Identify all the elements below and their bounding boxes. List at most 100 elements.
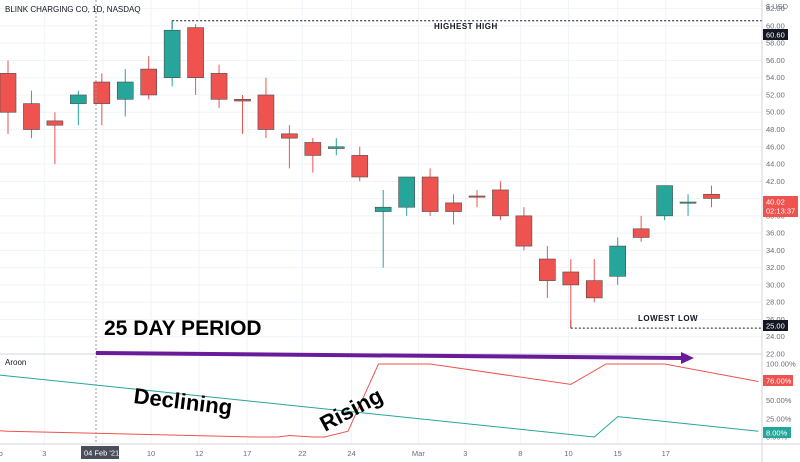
indicator-title: Aroon [5, 358, 26, 367]
price-tick-label: 46.00 [766, 142, 785, 151]
price-tick-label: 52.00 [766, 90, 785, 99]
candle-body [539, 258, 556, 281]
candle-body [163, 29, 181, 79]
candle [210, 64, 228, 108]
candle [585, 259, 603, 303]
candle-body [70, 94, 87, 104]
highest-high-label: HIGHEST HIGH [434, 22, 498, 31]
candle-body [187, 27, 204, 79]
candle [257, 77, 275, 139]
price-tick-label: 56.00 [766, 56, 785, 65]
crosshair-date: 04 Feb '21 [84, 449, 119, 458]
candle-body [46, 120, 64, 126]
aroon-up-value-box [763, 375, 793, 386]
candle [562, 259, 580, 329]
price-tick-label: 34.00 [766, 246, 785, 255]
candle-body [304, 142, 322, 156]
price-tick-label: 54.00 [766, 73, 785, 82]
candle-body [23, 103, 40, 130]
candle-body [281, 133, 298, 139]
candle-body [398, 176, 415, 208]
price-tick-label: 24.00 [766, 332, 785, 341]
candle-body [515, 215, 533, 247]
price-tick-label: 26.00 [766, 315, 785, 324]
candle-body [492, 189, 509, 217]
candle [187, 24, 204, 95]
time-tick-label: 10 [147, 449, 155, 458]
candle [304, 138, 322, 173]
candle [93, 73, 111, 126]
time-tick-label: 12 [195, 449, 203, 458]
time-tick-label: 3 [42, 449, 46, 458]
last-price-box [763, 196, 798, 217]
last-price-value: 40.02 [766, 198, 785, 207]
grid [0, 0, 762, 444]
candle [116, 69, 134, 117]
candle-body [562, 271, 580, 286]
lowest-low-label: LOWEST LOW [638, 314, 698, 323]
time-tick-label: 24 [347, 449, 355, 458]
candle-body [445, 202, 462, 212]
time-tick-label: 17 [662, 449, 670, 458]
price-tick-label: 48.00 [766, 125, 785, 134]
price-tick-label: 62.00 [766, 4, 785, 13]
period-label: 25 DAY PERIOD [104, 317, 262, 340]
candle-body [609, 245, 627, 277]
candle-body [585, 280, 603, 299]
candle [327, 138, 345, 156]
time-axis: Feb381012172224Mar38101517 [0, 449, 670, 458]
lowest-low-price-box [763, 320, 788, 331]
time-tick-label: 15 [614, 449, 622, 458]
aroon-up-line [0, 363, 759, 438]
price-tick-label: 30.00 [766, 280, 785, 289]
candle [140, 56, 157, 100]
highest-high-price-box [763, 29, 788, 40]
candle [421, 168, 439, 216]
time-tick-label: 17 [243, 449, 251, 458]
candle-body [656, 185, 673, 217]
aroon-down-line [0, 374, 759, 438]
candles [0, 20, 720, 329]
candle-body [703, 193, 720, 199]
candle [445, 194, 462, 225]
highest-high-value: 60.60 [766, 31, 785, 40]
price-axis: 22.00 24.00 26.00 28.00 30.00 32.00 34.00 36.00… [766, 4, 785, 358]
aroon-tick-label: 50.00% [766, 396, 792, 405]
candle [515, 207, 533, 251]
aroon-down-value-box [763, 427, 791, 438]
time-tick-label: 3 [463, 449, 467, 458]
price-tick-label: 28.00 [766, 298, 785, 307]
candle [398, 176, 415, 216]
candle [281, 125, 298, 169]
candle-body [93, 81, 111, 104]
candle-body [234, 98, 251, 102]
candle-body [351, 155, 369, 178]
time-tick-label: Feb [0, 449, 3, 458]
price-tick-label: 42.00 [766, 177, 785, 186]
candle [656, 185, 673, 221]
time-tick-label: 22 [298, 449, 306, 458]
candle [351, 146, 369, 182]
period-arrow-head [681, 352, 694, 364]
aroon-up-value: 76.00% [766, 377, 792, 386]
candle [609, 237, 627, 285]
aroon-tick-label: 100.00% [766, 360, 796, 369]
candle-body [374, 206, 392, 212]
price-tick-label: 58.00 [766, 39, 785, 48]
candle-body [116, 81, 134, 100]
candle [70, 90, 87, 126]
crosshair-date-box [81, 446, 119, 459]
currency-unit: $ USD [766, 2, 789, 11]
candle-body [0, 73, 17, 113]
candle [374, 189, 392, 268]
candle [46, 112, 64, 165]
candle-body [210, 73, 228, 100]
candle-body [679, 201, 697, 204]
candle [468, 189, 486, 208]
price-tick-label: 32.00 [766, 263, 785, 272]
period-arrow-shaft [95, 351, 683, 360]
aroon-tick-label: 25.00% [766, 414, 792, 423]
price-tick-label: 50.00 [766, 108, 785, 117]
candle [234, 94, 251, 134]
